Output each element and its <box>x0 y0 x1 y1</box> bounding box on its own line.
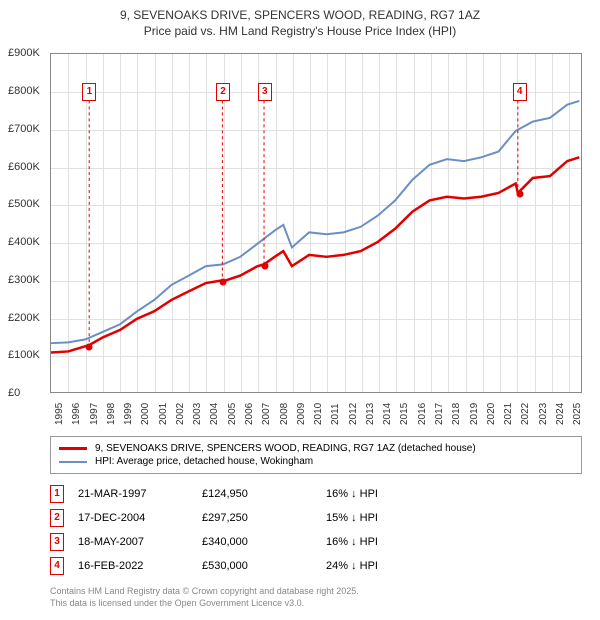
transaction-date: 17-DEC-2004 <box>78 512 188 524</box>
x-tick-label: 2001 <box>158 403 163 425</box>
x-tick-label: 2000 <box>140 403 145 425</box>
legend-item: HPI: Average price, detached house, Woki… <box>59 455 573 468</box>
x-tick-label: 2014 <box>382 403 387 425</box>
x-tick-label: 2019 <box>469 403 474 425</box>
x-tick-label: 2021 <box>503 403 508 425</box>
chart-title: 9, SEVENOAKS DRIVE, SPENCERS WOOD, READI… <box>8 8 592 39</box>
x-tick-label: 2020 <box>486 403 491 425</box>
x-tick-label: 2010 <box>313 403 318 425</box>
y-tick-label: £800K <box>8 85 40 97</box>
y-tick-label: £0 <box>8 387 20 399</box>
line-series <box>51 54 581 392</box>
transaction-price: £340,000 <box>202 536 312 548</box>
transaction-date: 16-FEB-2022 <box>78 560 188 572</box>
transaction-delta: 24% ↓ HPI <box>326 560 378 572</box>
x-tick-label: 2005 <box>227 403 232 425</box>
x-tick-label: 2025 <box>572 403 577 425</box>
transaction-row: 1 21-MAR-1997 £124,950 16% ↓ HPI <box>50 482 582 506</box>
transaction-row: 2 17-DEC-2004 £297,250 15% ↓ HPI <box>50 506 582 530</box>
x-tick-label: 1995 <box>54 403 59 425</box>
transaction-price: £297,250 <box>202 512 312 524</box>
y-tick-label: £900K <box>8 47 40 59</box>
series-hpi <box>51 101 579 343</box>
transaction-marker-small: 1 <box>50 485 64 503</box>
transaction-dot <box>86 343 93 350</box>
transaction-row: 3 18-MAY-2007 £340,000 16% ↓ HPI <box>50 530 582 554</box>
transaction-marker: 3 <box>258 83 272 101</box>
legend-label: HPI: Average price, detached house, Woki… <box>95 456 313 467</box>
chart-container: 9, SEVENOAKS DRIVE, SPENCERS WOOD, READI… <box>0 0 600 620</box>
legend: 9, SEVENOAKS DRIVE, SPENCERS WOOD, READI… <box>50 436 582 474</box>
y-tick-label: £400K <box>8 236 40 248</box>
transaction-delta: 16% ↓ HPI <box>326 536 378 548</box>
legend-item: 9, SEVENOAKS DRIVE, SPENCERS WOOD, READI… <box>59 442 573 455</box>
transaction-marker-small: 4 <box>50 557 64 575</box>
x-tick-label: 2012 <box>348 403 353 425</box>
transaction-marker-small: 3 <box>50 533 64 551</box>
legend-swatch <box>59 461 87 463</box>
y-tick-label: £300K <box>8 274 40 286</box>
transaction-dot <box>516 190 523 197</box>
x-tick-label: 2024 <box>555 403 560 425</box>
transaction-delta: 15% ↓ HPI <box>326 512 378 524</box>
y-tick-label: £700K <box>8 123 40 135</box>
x-tick-label: 2013 <box>365 403 370 425</box>
x-tick-label: 2002 <box>175 403 180 425</box>
transaction-date: 21-MAR-1997 <box>78 488 188 500</box>
plot-region: 1 2 3 4 <box>50 53 582 393</box>
y-tick-label: £200K <box>8 312 40 324</box>
x-tick-label: 2017 <box>434 403 439 425</box>
transaction-marker: 4 <box>513 83 527 101</box>
transactions-table: 1 21-MAR-1997 £124,950 16% ↓ HPI 2 17-DEC-200… <box>50 482 582 578</box>
transaction-delta: 16% ↓ HPI <box>326 488 378 500</box>
transaction-date: 18-MAY-2007 <box>78 536 188 548</box>
transaction-marker-small: 2 <box>50 509 64 527</box>
x-tick-label: 1998 <box>106 403 111 425</box>
x-tick-label: 2011 <box>330 404 335 426</box>
x-tick-label: 2023 <box>538 403 543 425</box>
y-tick-label: £500K <box>8 198 40 210</box>
transaction-dot <box>261 262 268 269</box>
x-tick-label: 2018 <box>451 403 456 425</box>
x-tick-label: 2015 <box>399 403 404 425</box>
x-tick-label: 1996 <box>71 403 76 425</box>
transaction-dot <box>220 278 227 285</box>
footer-line-2: This data is licensed under the Open Gov… <box>50 598 582 610</box>
transaction-marker: 2 <box>216 83 230 101</box>
x-tick-label: 1999 <box>123 403 128 425</box>
x-tick-label: 2008 <box>279 403 284 425</box>
series-property <box>51 157 579 352</box>
x-tick-label: 2022 <box>520 403 525 425</box>
y-tick-label: £600K <box>8 161 40 173</box>
transaction-marker: 1 <box>82 83 96 101</box>
transaction-price: £530,000 <box>202 560 312 572</box>
x-tick-label: 2006 <box>244 403 249 425</box>
title-line-1: 9, SEVENOAKS DRIVE, SPENCERS WOOD, READI… <box>8 8 592 24</box>
footer-line-1: Contains HM Land Registry data © Crown c… <box>50 586 582 598</box>
chart-area: £0 £100K £200K £300K £400K £500K £600K £700K £80… <box>8 45 592 430</box>
x-tick-label: 2003 <box>192 403 197 425</box>
x-tick-label: 2004 <box>209 403 214 425</box>
transaction-row: 4 16-FEB-2022 £530,000 24% ↓ HPI <box>50 554 582 578</box>
legend-label: 9, SEVENOAKS DRIVE, SPENCERS WOOD, READI… <box>95 443 476 454</box>
x-tick-label: 2007 <box>261 403 266 425</box>
x-tick-label: 1997 <box>89 403 94 425</box>
x-tick-label: 2009 <box>296 403 301 425</box>
transaction-price: £124,950 <box>202 488 312 500</box>
title-line-2: Price paid vs. HM Land Registry's House … <box>8 24 592 40</box>
x-tick-label: 2016 <box>417 403 422 425</box>
y-tick-label: £100K <box>8 349 40 361</box>
legend-swatch <box>59 447 87 450</box>
footer-attribution: Contains HM Land Registry data © Crown c… <box>50 586 582 609</box>
